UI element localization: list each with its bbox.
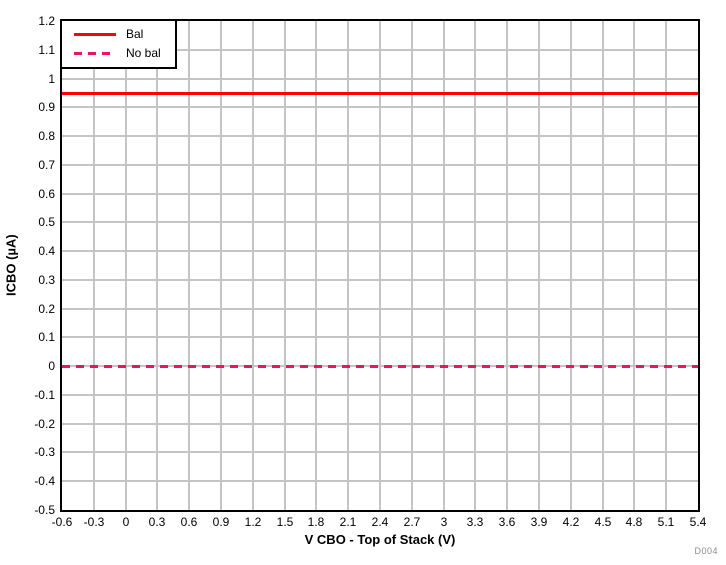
y-tick-label: 0.5	[38, 215, 55, 229]
x-tick-label: 5.1	[657, 515, 675, 529]
grid-line-vertical	[284, 21, 286, 510]
x-tick-label: 4.2	[562, 515, 580, 529]
x-tick-label: 1.5	[276, 515, 294, 529]
legend-row: No bal	[74, 47, 161, 60]
plot-area: Bal No bal	[60, 19, 700, 512]
x-axis-title: V CBO - Top of Stack (V)	[304, 532, 456, 547]
grid-line-vertical	[379, 21, 381, 510]
y-tick-label: 1	[48, 72, 55, 86]
legend-row: Bal	[74, 28, 161, 41]
grid-line-horizontal	[62, 221, 698, 223]
grid-line-vertical	[93, 21, 95, 510]
y-tick-label: 0.6	[38, 187, 55, 201]
legend-sample-solid-line	[74, 33, 116, 36]
x-tick-label: 3	[440, 515, 448, 529]
grid-line-vertical	[125, 21, 127, 510]
x-tick-label: 5.4	[689, 515, 707, 529]
x-tick-label: 2.4	[371, 515, 389, 529]
y-tick-label: 0	[48, 359, 55, 373]
grid-line-horizontal	[62, 308, 698, 310]
x-tick-label: 2.1	[339, 515, 357, 529]
x-tick-label: 2.7	[403, 515, 421, 529]
x-tick-label: 0	[122, 515, 130, 529]
grid-line-vertical	[538, 21, 540, 510]
x-tick-label: 1.8	[307, 515, 325, 529]
grid-line-vertical	[506, 21, 508, 510]
y-tick-label: 0.9	[38, 100, 55, 114]
y-tick-label: -0.4	[34, 474, 55, 488]
grid-line-vertical	[156, 21, 158, 510]
grid-line-vertical	[188, 21, 190, 510]
grid-line-vertical	[602, 21, 604, 510]
x-tick-label: 0.9	[212, 515, 230, 529]
y-tick-label: 1.1	[38, 43, 55, 57]
grid-line-vertical	[665, 21, 667, 510]
x-tick-label: 3.3	[466, 515, 484, 529]
grid-line-horizontal	[62, 106, 698, 108]
y-axis-title: ICBO (µA)	[3, 234, 19, 297]
series-line-bal	[62, 92, 698, 95]
grid-line-vertical	[443, 21, 445, 510]
grid-line-horizontal	[62, 394, 698, 396]
grid-line-horizontal	[62, 193, 698, 195]
series-line-no-bal	[62, 365, 698, 368]
grid-line-vertical	[633, 21, 635, 510]
x-tick-label: 4.8	[625, 515, 643, 529]
x-tick-label: 3.6	[498, 515, 516, 529]
y-tick-label: 0.8	[38, 129, 55, 143]
grid-line-horizontal	[62, 135, 698, 137]
grid-line-vertical	[347, 21, 349, 510]
x-tick-label: -0.6	[51, 515, 73, 529]
y-tick-label: 0.2	[38, 302, 55, 316]
grid-line-vertical	[315, 21, 317, 510]
y-tick-label: 0.7	[38, 158, 55, 172]
grid-line-vertical	[252, 21, 254, 510]
grid-line-horizontal	[62, 423, 698, 425]
grid-line-horizontal	[62, 78, 698, 80]
x-tick-label: 3.9	[530, 515, 548, 529]
x-tick-label: -0.3	[83, 515, 105, 529]
grid-line-vertical	[220, 21, 222, 510]
grid-line-horizontal	[62, 250, 698, 252]
y-tick-label: -0.1	[34, 388, 55, 402]
legend-label: No bal	[126, 46, 161, 60]
x-tick-label: 1.2	[244, 515, 262, 529]
grid-line-vertical	[474, 21, 476, 510]
legend-label: Bal	[126, 27, 144, 41]
x-tick-label: 4.5	[594, 515, 612, 529]
grid-line-horizontal	[62, 279, 698, 281]
y-tick-label: -0.5	[34, 503, 55, 517]
y-tick-label: 0.3	[38, 273, 55, 287]
y-tick-label: 0.4	[38, 244, 55, 258]
grid-line-horizontal	[62, 49, 698, 51]
grid-line-vertical	[411, 21, 413, 510]
legend-sample-dashed-line	[74, 52, 116, 55]
y-tick-label: -0.2	[34, 417, 55, 431]
legend: Bal No bal	[60, 19, 177, 69]
grid-line-horizontal	[62, 451, 698, 453]
grid-line-horizontal	[62, 164, 698, 166]
x-tick-label: 0.6	[180, 515, 198, 529]
x-tick-label: 0.3	[148, 515, 166, 529]
figure-code: D004	[694, 546, 718, 556]
y-tick-label: 1.2	[38, 14, 55, 28]
y-tick-label: -0.3	[34, 445, 55, 459]
grid-line-horizontal	[62, 480, 698, 482]
grid-line-horizontal	[62, 336, 698, 338]
grid-line-vertical	[570, 21, 572, 510]
y-tick-label: 0.1	[38, 330, 55, 344]
